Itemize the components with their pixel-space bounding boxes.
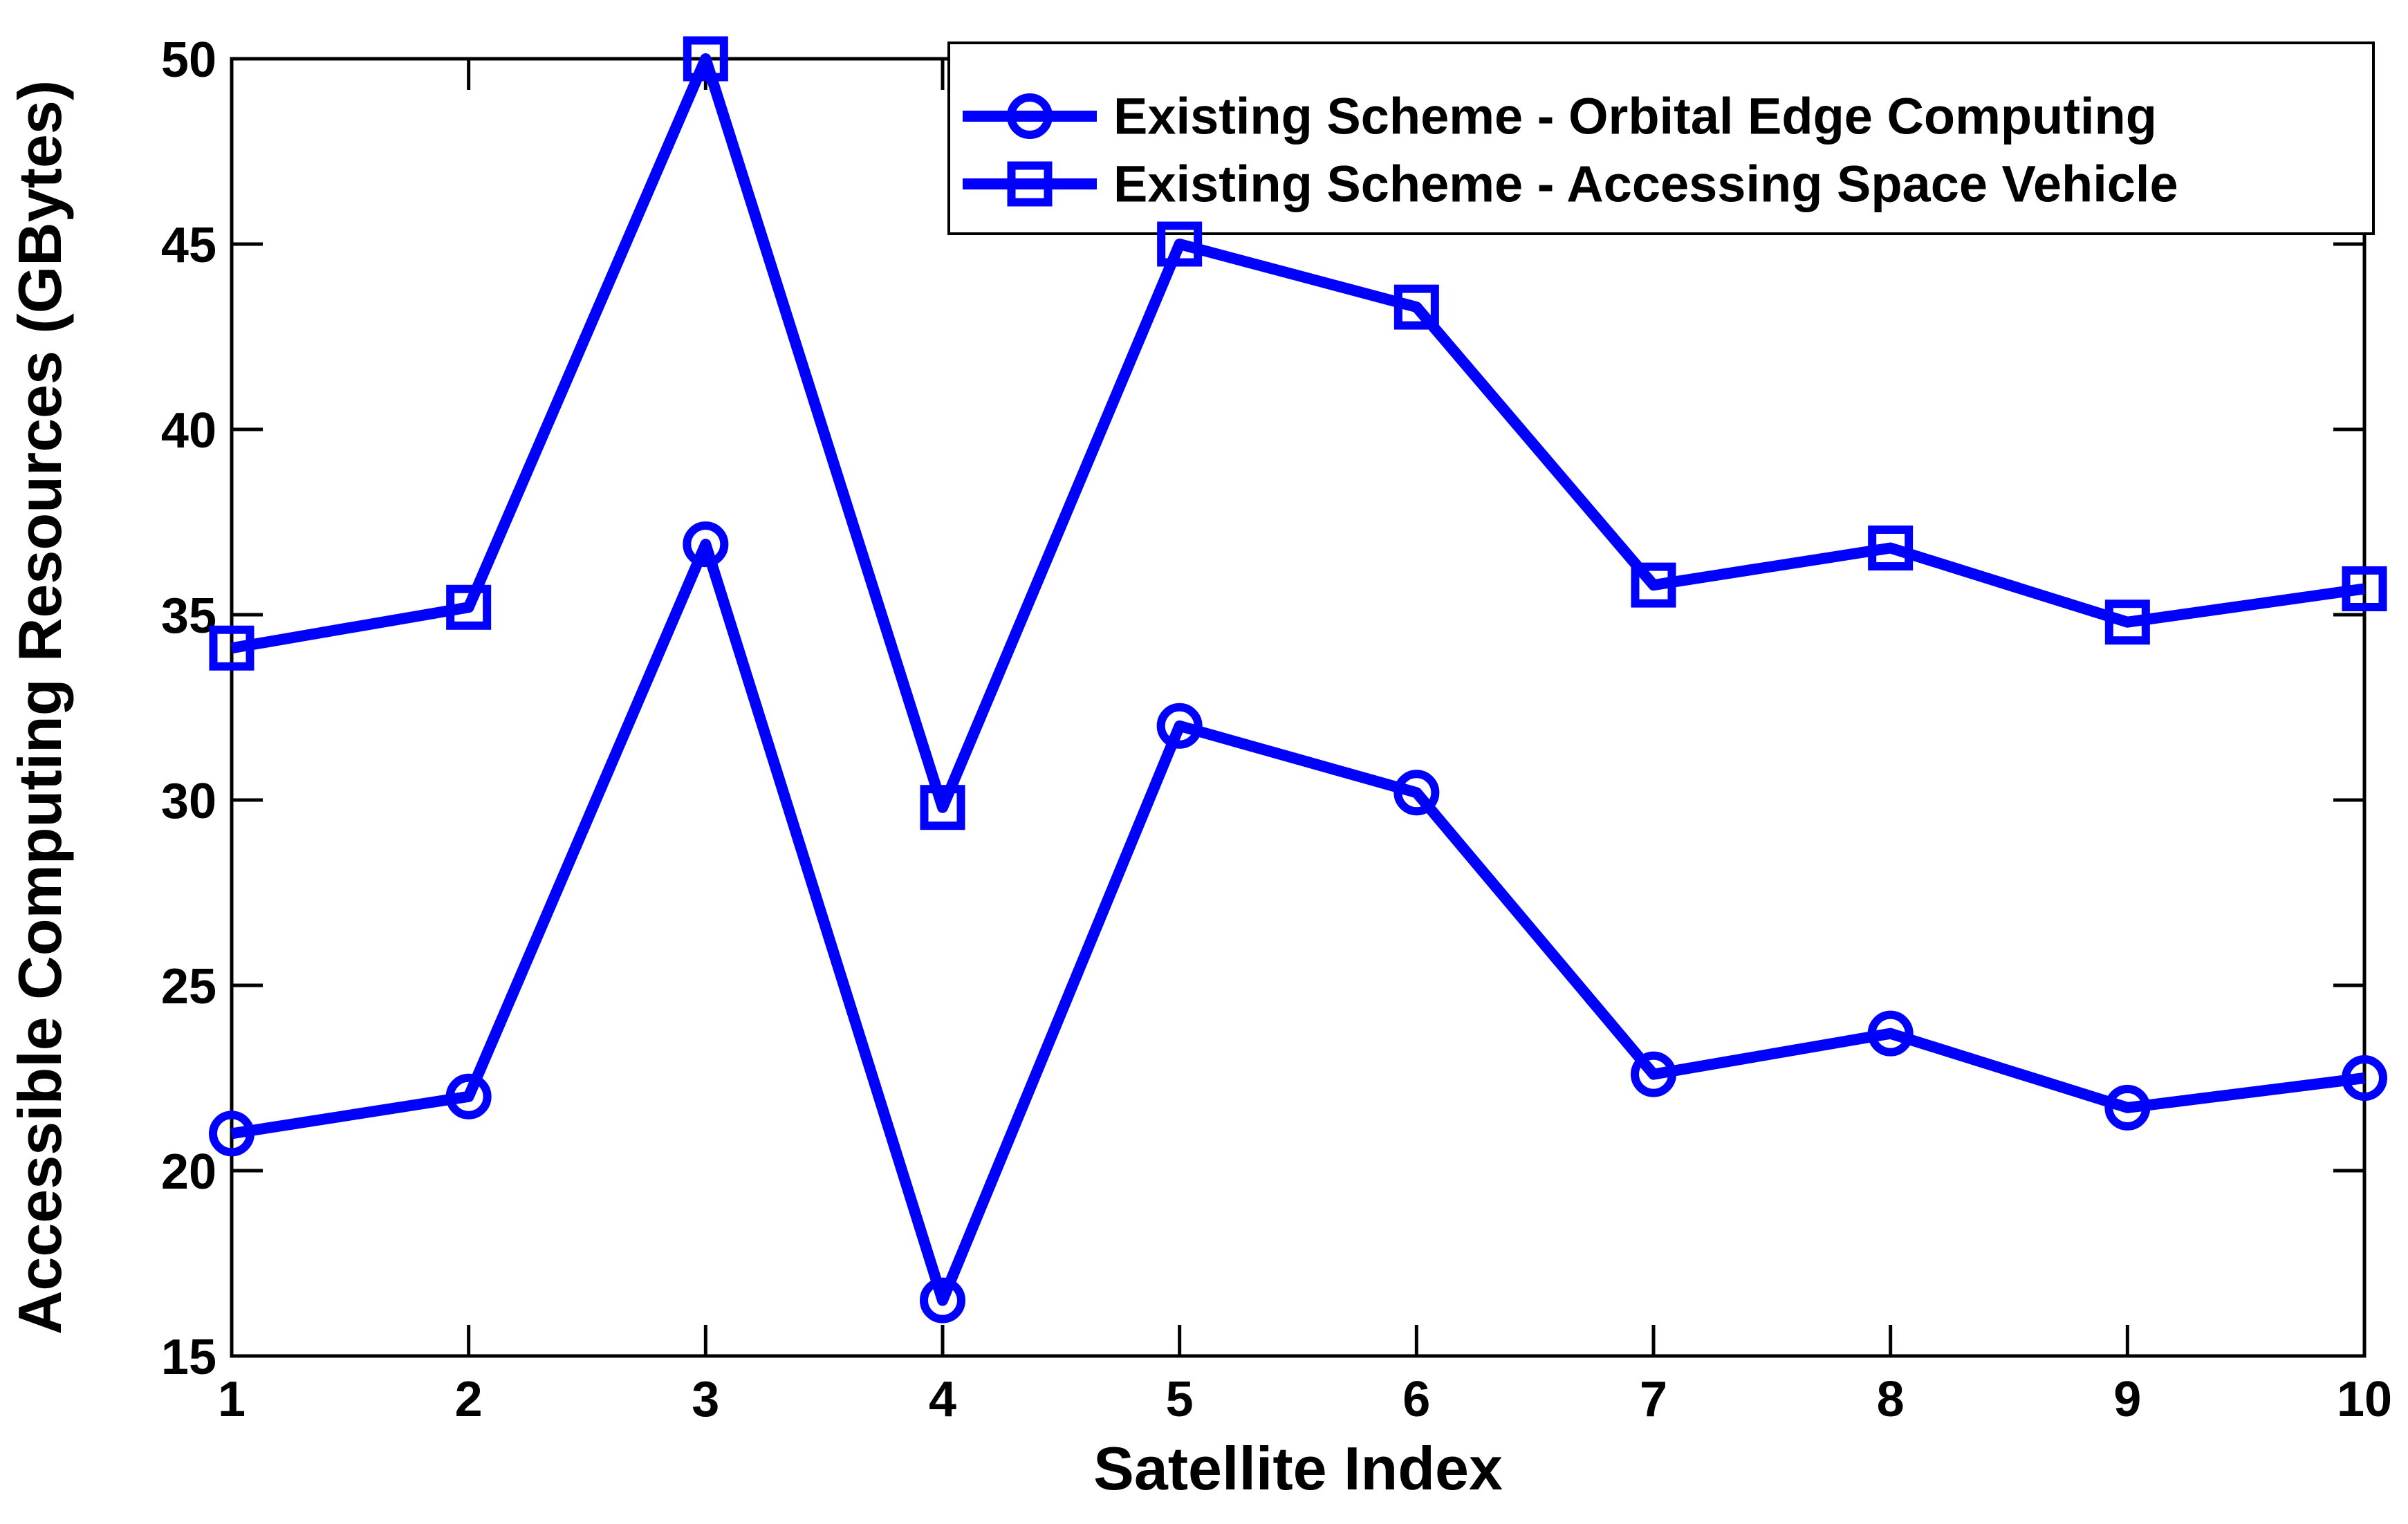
plot-frame bbox=[230, 57, 2367, 1358]
x-axis-label: Satellite Index bbox=[1093, 1434, 1503, 1503]
y-axis-label: Accessible Computing Resources (GBytes) bbox=[6, 80, 74, 1335]
data-point-square bbox=[1157, 221, 1203, 267]
data-point-circle bbox=[209, 1111, 254, 1157]
data-point-square bbox=[1631, 562, 1676, 608]
x-tick-label: 2 bbox=[455, 1372, 483, 1427]
data-point-square bbox=[683, 36, 728, 82]
x-tick-label: 7 bbox=[1640, 1372, 1667, 1427]
x-tick-label: 4 bbox=[929, 1372, 956, 1427]
data-point-circle bbox=[2104, 1084, 2151, 1131]
x-tick-label: 6 bbox=[1402, 1372, 1430, 1427]
data-point-circle bbox=[683, 521, 729, 568]
y-tick-label: 30 bbox=[161, 774, 216, 829]
x-tick-label: 1 bbox=[218, 1372, 246, 1427]
y-tick-label: 15 bbox=[161, 1330, 216, 1385]
x-tick-label: 5 bbox=[1166, 1372, 1194, 1427]
x-tick-label: 3 bbox=[692, 1372, 719, 1427]
y-tick-label: 20 bbox=[161, 1144, 216, 1200]
x-tick-label: 9 bbox=[2113, 1372, 2141, 1427]
series-line-square bbox=[230, 53, 2366, 813]
data-point-circle bbox=[1867, 1010, 1914, 1057]
data-point-circle bbox=[445, 1073, 492, 1119]
x-tick-label: 8 bbox=[1877, 1372, 1905, 1427]
data-point-circle bbox=[920, 1277, 965, 1323]
data-point-square bbox=[1393, 284, 1439, 330]
data-point-square bbox=[2104, 600, 2150, 645]
data-point-square bbox=[2342, 566, 2387, 611]
legend-entry-label-circle-series: Existing Scheme - Orbital Edge Computing bbox=[1113, 87, 2157, 145]
y-tick-label: 35 bbox=[161, 588, 216, 644]
series-line-circle bbox=[230, 539, 2365, 1306]
data-point-square bbox=[920, 785, 965, 830]
data-point-circle bbox=[1631, 1051, 1676, 1097]
y-tick-label: 40 bbox=[161, 403, 216, 458]
x-tick-label: 10 bbox=[2337, 1372, 2392, 1427]
data-point-circle bbox=[1393, 770, 1440, 816]
y-tick-label: 50 bbox=[161, 32, 216, 88]
y-tick-label: 25 bbox=[161, 959, 216, 1014]
legend-entry-label-square-series: Existing Scheme - Accessing Space Vehicl… bbox=[1113, 155, 2178, 213]
legend-circle-marker-icon bbox=[1007, 93, 1053, 139]
y-tick-label: 45 bbox=[161, 218, 216, 273]
legend-box bbox=[947, 41, 2375, 235]
data-point-square bbox=[209, 625, 254, 671]
data-point-circle bbox=[2342, 1055, 2387, 1101]
data-point-circle bbox=[1156, 703, 1203, 749]
legend-square-marker-icon bbox=[1007, 161, 1053, 207]
data-point-square bbox=[1868, 526, 1914, 571]
data-point-square bbox=[446, 584, 492, 630]
